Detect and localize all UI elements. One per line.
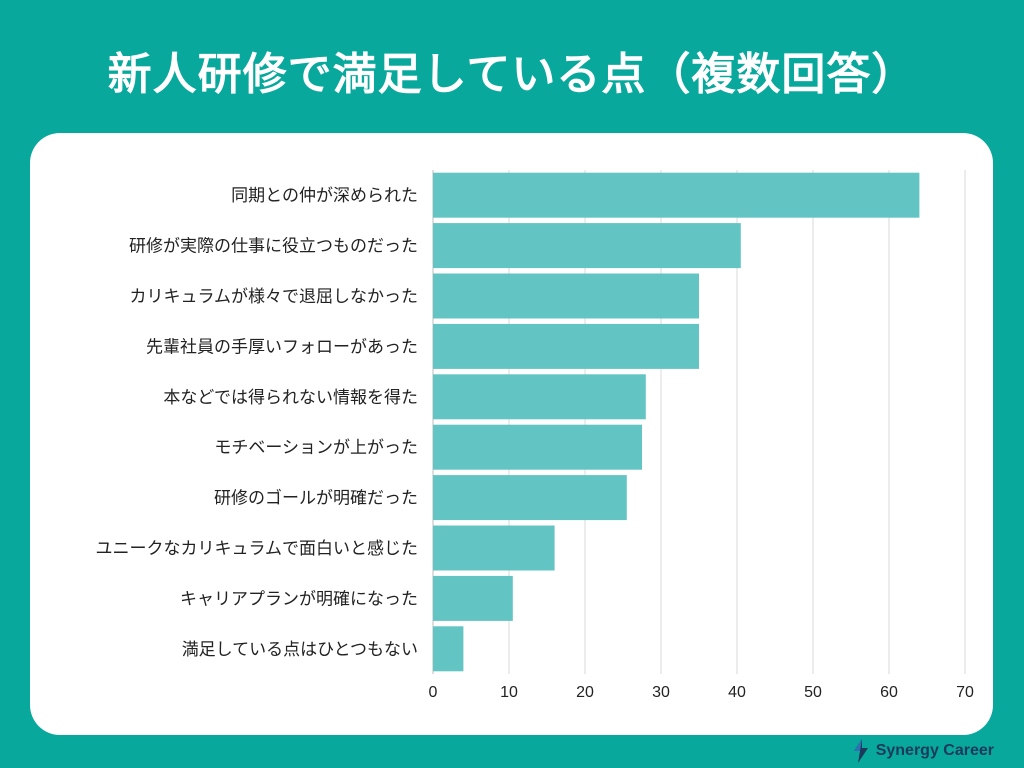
bar: [433, 323, 699, 369]
category-label: モチベーションが上がった: [214, 438, 418, 458]
bar: [433, 475, 627, 521]
category-label: 先輩社員の手厚いフォローがあった: [146, 337, 418, 357]
x-tick-label: 50: [804, 684, 822, 701]
category-label: カリキュラムが様々で退屈しなかった: [130, 287, 419, 307]
x-tick-label: 20: [576, 684, 594, 701]
category-label: 満足している点はひとつもない: [182, 640, 418, 660]
category-label: キャリアプランが明確になった: [180, 589, 418, 609]
category-label: 研修が実際の仕事に役立つものだった: [129, 237, 418, 257]
page-title: 新人研修で満足している点（複数回答）: [107, 49, 917, 100]
synergy-logo-icon: [853, 739, 868, 763]
bar: [433, 424, 642, 470]
bar: [433, 172, 920, 218]
bar: [433, 626, 464, 672]
brand-footer: Synergy Career: [852, 738, 994, 764]
x-tick-label: 30: [652, 684, 670, 701]
x-tick-label: 10: [500, 684, 518, 701]
x-tick-label: 40: [728, 684, 746, 701]
category-label: ユニークなカリキュラムで面白いと感じた: [96, 539, 419, 559]
category-label: 研修のゴールが明確だった: [214, 488, 418, 509]
bar: [433, 575, 513, 621]
x-tick-label: 0: [429, 684, 438, 701]
bar: [433, 223, 741, 269]
category-label: 本などでは得られない情報を得た: [163, 388, 418, 408]
bar: [433, 525, 555, 571]
brand-name: Synergy Career: [875, 742, 994, 759]
category-label: 同期との仲が深められた: [231, 186, 418, 206]
x-tick-label: 60: [880, 684, 898, 701]
bar: [433, 273, 699, 319]
x-tick-label: 70: [956, 684, 974, 701]
bar: [433, 374, 646, 420]
